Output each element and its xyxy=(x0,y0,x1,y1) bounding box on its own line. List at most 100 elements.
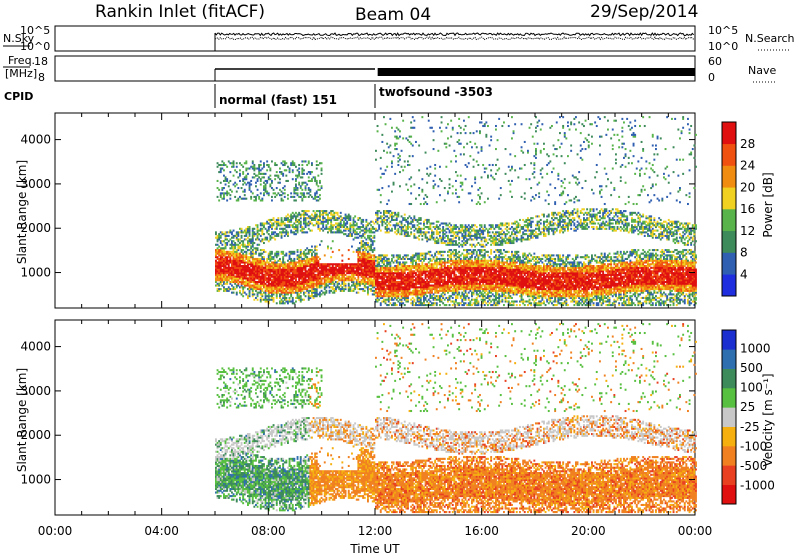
power-cell xyxy=(395,270,398,273)
power-cell xyxy=(391,304,393,307)
power-cell xyxy=(389,291,392,294)
power-cell xyxy=(314,224,317,227)
power-cell xyxy=(299,300,302,303)
power-cell xyxy=(397,293,400,296)
power-cell xyxy=(371,236,374,239)
power-cell xyxy=(448,266,451,269)
power-cell xyxy=(362,289,365,292)
power-cell xyxy=(216,256,219,259)
power-cell xyxy=(360,259,363,262)
power-cell xyxy=(371,266,374,269)
power-cell xyxy=(234,282,237,285)
power-cell xyxy=(435,272,438,275)
power-cell xyxy=(386,286,389,289)
power-cell xyxy=(307,286,310,289)
power-cell xyxy=(277,254,280,257)
power-cell xyxy=(343,280,345,284)
power-cell xyxy=(218,266,221,269)
power-cell xyxy=(453,243,456,246)
power-cell xyxy=(427,227,430,230)
power-cell xyxy=(239,277,241,280)
power-cell xyxy=(261,240,264,243)
power-cell xyxy=(304,256,307,259)
power-cell xyxy=(440,300,443,303)
power-cell xyxy=(248,240,251,243)
power-cell xyxy=(459,266,462,269)
power-cell xyxy=(282,288,285,291)
power-cell xyxy=(287,282,289,285)
power-cell xyxy=(339,289,342,292)
power-cell xyxy=(360,265,363,268)
power-cell xyxy=(448,298,451,301)
power-cell xyxy=(419,229,422,232)
power-cell xyxy=(343,273,345,276)
power-cell xyxy=(461,304,464,307)
power-cell xyxy=(455,249,457,252)
power-cell xyxy=(386,165,389,168)
power-cell xyxy=(295,220,297,223)
power-cell xyxy=(258,195,261,198)
power-cell xyxy=(386,224,389,227)
power-cell xyxy=(442,226,445,229)
power-cell xyxy=(235,256,238,259)
power-cell xyxy=(330,256,333,259)
power-cell xyxy=(248,279,251,282)
power-cell xyxy=(223,288,225,291)
power-cell xyxy=(232,263,235,266)
power-cell xyxy=(319,257,321,260)
power-cell xyxy=(351,273,353,276)
power-cell xyxy=(267,222,270,225)
power-cell xyxy=(315,282,318,285)
power-cell xyxy=(394,231,397,234)
power-cell xyxy=(443,288,446,291)
power-cell xyxy=(291,282,294,285)
power-cell xyxy=(359,265,361,268)
power-cell xyxy=(235,291,238,294)
power-cell xyxy=(323,210,326,213)
date-title: 29/Sep/2014 xyxy=(590,2,698,22)
power-cell xyxy=(275,284,278,287)
power-cell xyxy=(429,226,432,229)
power-cell xyxy=(253,277,256,280)
power-cell xyxy=(243,256,246,259)
power-cell xyxy=(319,215,321,218)
power-cell xyxy=(431,229,433,232)
power-cell xyxy=(431,284,433,287)
power-cell xyxy=(298,282,301,285)
power-cell xyxy=(303,218,305,221)
power-cell xyxy=(287,220,289,223)
power-cell xyxy=(317,284,320,287)
power-cell xyxy=(319,273,321,276)
power-cell xyxy=(264,187,267,190)
power-cell xyxy=(283,227,286,230)
power-cell xyxy=(298,277,301,280)
power-cell xyxy=(456,256,459,259)
power-cell xyxy=(298,270,301,273)
power-cell xyxy=(402,289,405,292)
power-cell xyxy=(424,304,427,307)
power-cell xyxy=(245,280,248,284)
power-cell xyxy=(432,187,435,190)
power-cell xyxy=(231,279,233,282)
power-cell xyxy=(435,257,438,260)
power-cell xyxy=(221,231,224,234)
power-cell xyxy=(261,293,264,296)
power-cell xyxy=(303,172,305,175)
power-cell xyxy=(285,279,288,282)
power-cell xyxy=(291,277,294,280)
power-cell xyxy=(243,261,246,264)
power-cell xyxy=(296,231,299,234)
power-cell xyxy=(431,263,433,266)
power-cell xyxy=(365,254,368,257)
power-cell xyxy=(237,279,240,282)
power-cell xyxy=(290,284,293,287)
power-cell xyxy=(330,279,333,282)
power-cell xyxy=(402,256,405,259)
power-cell xyxy=(413,256,416,259)
power-cell xyxy=(291,275,294,278)
power-cell xyxy=(408,257,411,260)
power-cell xyxy=(424,270,427,273)
power-cell xyxy=(301,286,304,289)
power-cell xyxy=(423,302,425,305)
power-cell xyxy=(389,266,392,269)
